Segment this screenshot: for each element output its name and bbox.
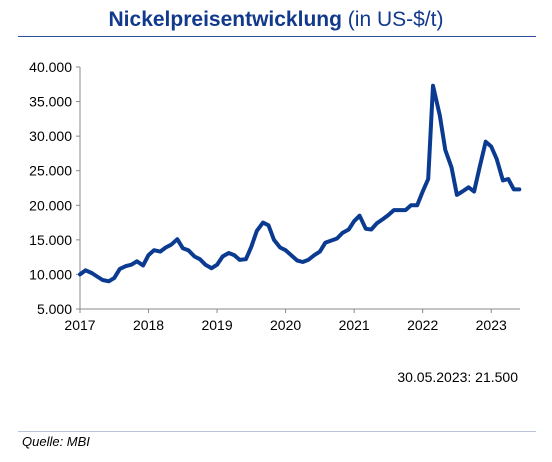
y-tick-label: 10.000 [29,266,72,282]
y-tick-label: 5.000 [37,301,72,317]
y-tick-label: 40.000 [29,59,72,75]
x-tick-label: 2023 [476,317,507,333]
y-tick-label: 30.000 [29,128,72,144]
x-tick-label: 2020 [270,317,301,333]
x-axis-ticks: 2017 2018 2019 2020 2021 2022 2023 [64,309,507,333]
x-tick-label: 2019 [201,317,232,333]
chart-title-unit: (in US-$/t) [347,8,444,31]
source-note: Quelle: MBI [22,434,90,449]
y-tick-label: 15.000 [29,232,72,248]
x-tick-label: 2018 [133,317,164,333]
x-tick-label: 2021 [339,317,370,333]
x-tick-label: 2022 [407,317,438,333]
latest-price-annotation: 30.05.2023: 21.500 [397,369,518,385]
y-tick-label: 25.000 [29,163,72,179]
x-tick-label: 2017 [64,317,95,333]
price-series [78,83,522,284]
chart-title: Nickelpreisentwicklung (in US-$/t) [0,8,552,32]
chart-axes [79,67,520,310]
y-tick-label: 35.000 [29,94,72,110]
footer-divider [18,431,536,432]
chart-title-main: Nickelpreisentwicklung [108,8,342,31]
y-axis-ticks: 5.000 10.000 15.000 20.000 25.000 30.000 35.00… [29,59,80,317]
y-tick-label: 20.000 [29,197,72,213]
title-divider [18,36,536,37]
series-line [78,83,522,284]
